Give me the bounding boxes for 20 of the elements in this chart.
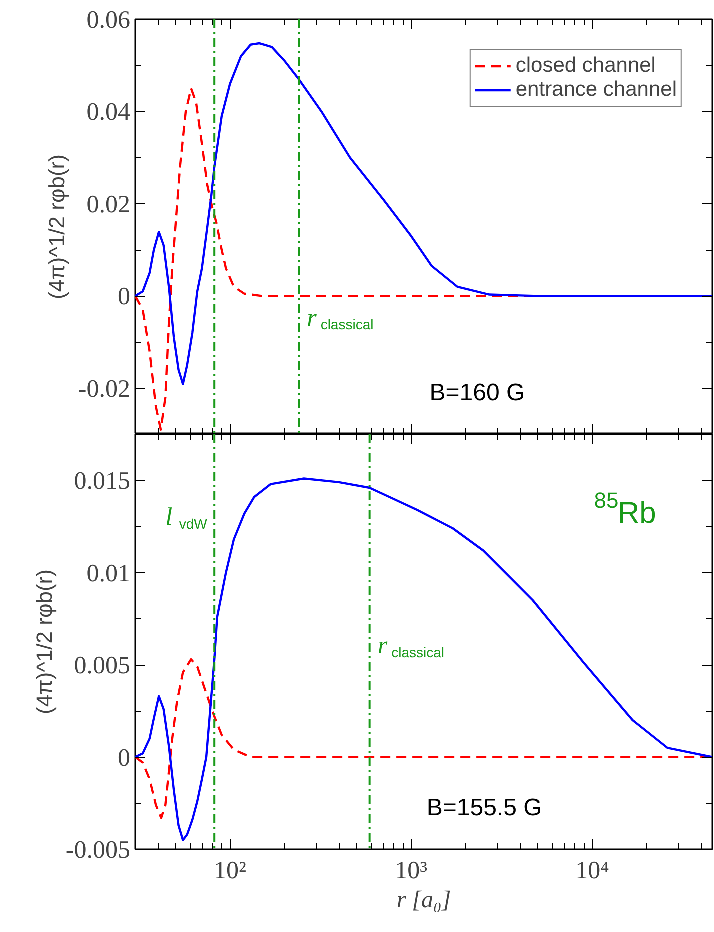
x-tick-label: 10⁴ [576, 858, 610, 884]
x-tick-label: 10³ [395, 858, 428, 884]
legend-label: closed channel [516, 54, 656, 78]
y-tick-label: 0.06 [86, 7, 130, 34]
annotation: B=160 G [430, 380, 526, 406]
y-axis-title: (4π)^1/2 rφb(r) [44, 154, 70, 300]
y-tick-label: 0.005 [74, 652, 130, 680]
y-tick-label: 0 [118, 744, 130, 772]
y-tick-label: 0.02 [86, 191, 130, 218]
annotation: B=155.5 G [426, 794, 542, 822]
y-tick-label: 0.04 [86, 99, 131, 126]
y-axis-title: (4π)^1/2 rφb(r) [32, 570, 57, 714]
y-tick-label: 0.01 [86, 560, 130, 588]
y-tick-label: 0 [118, 284, 130, 311]
legend-label: entrance channel [516, 78, 677, 102]
y-tick-label: 0.015 [74, 468, 130, 496]
y-tick-label: -0.02 [78, 376, 131, 403]
y-tick-label: -0.005 [66, 837, 131, 864]
x-axis-title: r [a₀] [396, 888, 452, 914]
x-tick-label: 10² [214, 858, 246, 884]
